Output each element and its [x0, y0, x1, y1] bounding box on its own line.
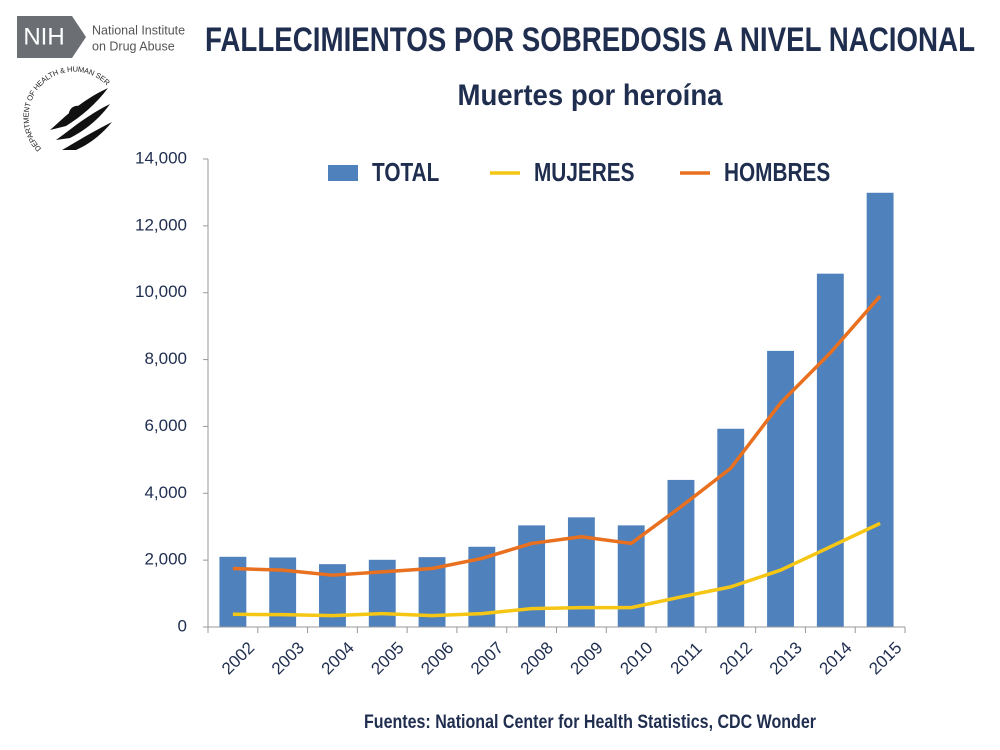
x-tick-label: 2010 — [616, 638, 656, 678]
x-tick-label: 2005 — [367, 638, 407, 678]
bar — [866, 192, 894, 627]
x-tick-label: 2003 — [268, 638, 308, 678]
seal-eagle — [50, 88, 112, 150]
bar — [717, 428, 745, 627]
y-tick-label: 0 — [178, 616, 187, 635]
x-tick-label: 2008 — [517, 638, 557, 678]
y-tick-label: 4,000 — [144, 483, 187, 502]
x-tick-label: 2009 — [567, 638, 607, 678]
x-tick-label: 2007 — [467, 638, 507, 678]
chart-title: FALLECIMIENTOS POR SOBREDOSIS A NIVEL NA… — [205, 21, 975, 59]
legend-label: HOMBRES — [724, 158, 830, 187]
y-tick-label: 2,000 — [144, 550, 187, 569]
y-tick-label: 6,000 — [144, 416, 187, 435]
chart-subtitle: Muertes por heroína — [458, 79, 723, 112]
source-note: Fuentes: National Center for Health Stat… — [364, 712, 817, 733]
x-tick-label: 2012 — [716, 638, 756, 678]
x-tick-label: 2011 — [667, 639, 706, 678]
bar — [767, 350, 794, 627]
x-tick-label: 2002 — [218, 638, 258, 678]
x-tick-label: 2013 — [766, 638, 806, 678]
line — [232, 521, 881, 618]
y-tick-label: 8,000 — [144, 349, 187, 368]
legend-swatch — [328, 165, 358, 181]
nih-badge-text: NIH — [23, 23, 64, 50]
x-tick-label: 2015 — [865, 638, 905, 678]
bar — [567, 517, 595, 627]
nih-badge — [17, 16, 72, 58]
legend-label: TOTAL — [372, 158, 439, 187]
nih-badge-arrow — [72, 16, 86, 58]
bar — [667, 479, 695, 627]
bar — [816, 273, 844, 627]
x-tick-label: 2006 — [417, 638, 457, 678]
y-tick-label: 12,000 — [135, 215, 187, 234]
y-tick-label: 14,000 — [135, 148, 187, 167]
institute-name: National Institute — [92, 23, 185, 37]
x-tick-label: 2004 — [318, 638, 358, 678]
line — [232, 294, 882, 577]
y-tick-label: 10,000 — [135, 282, 187, 301]
x-tick-label: 2014 — [816, 638, 856, 678]
legend-label: MUJERES — [534, 158, 635, 187]
institute-name: on Drug Abuse — [92, 39, 175, 53]
